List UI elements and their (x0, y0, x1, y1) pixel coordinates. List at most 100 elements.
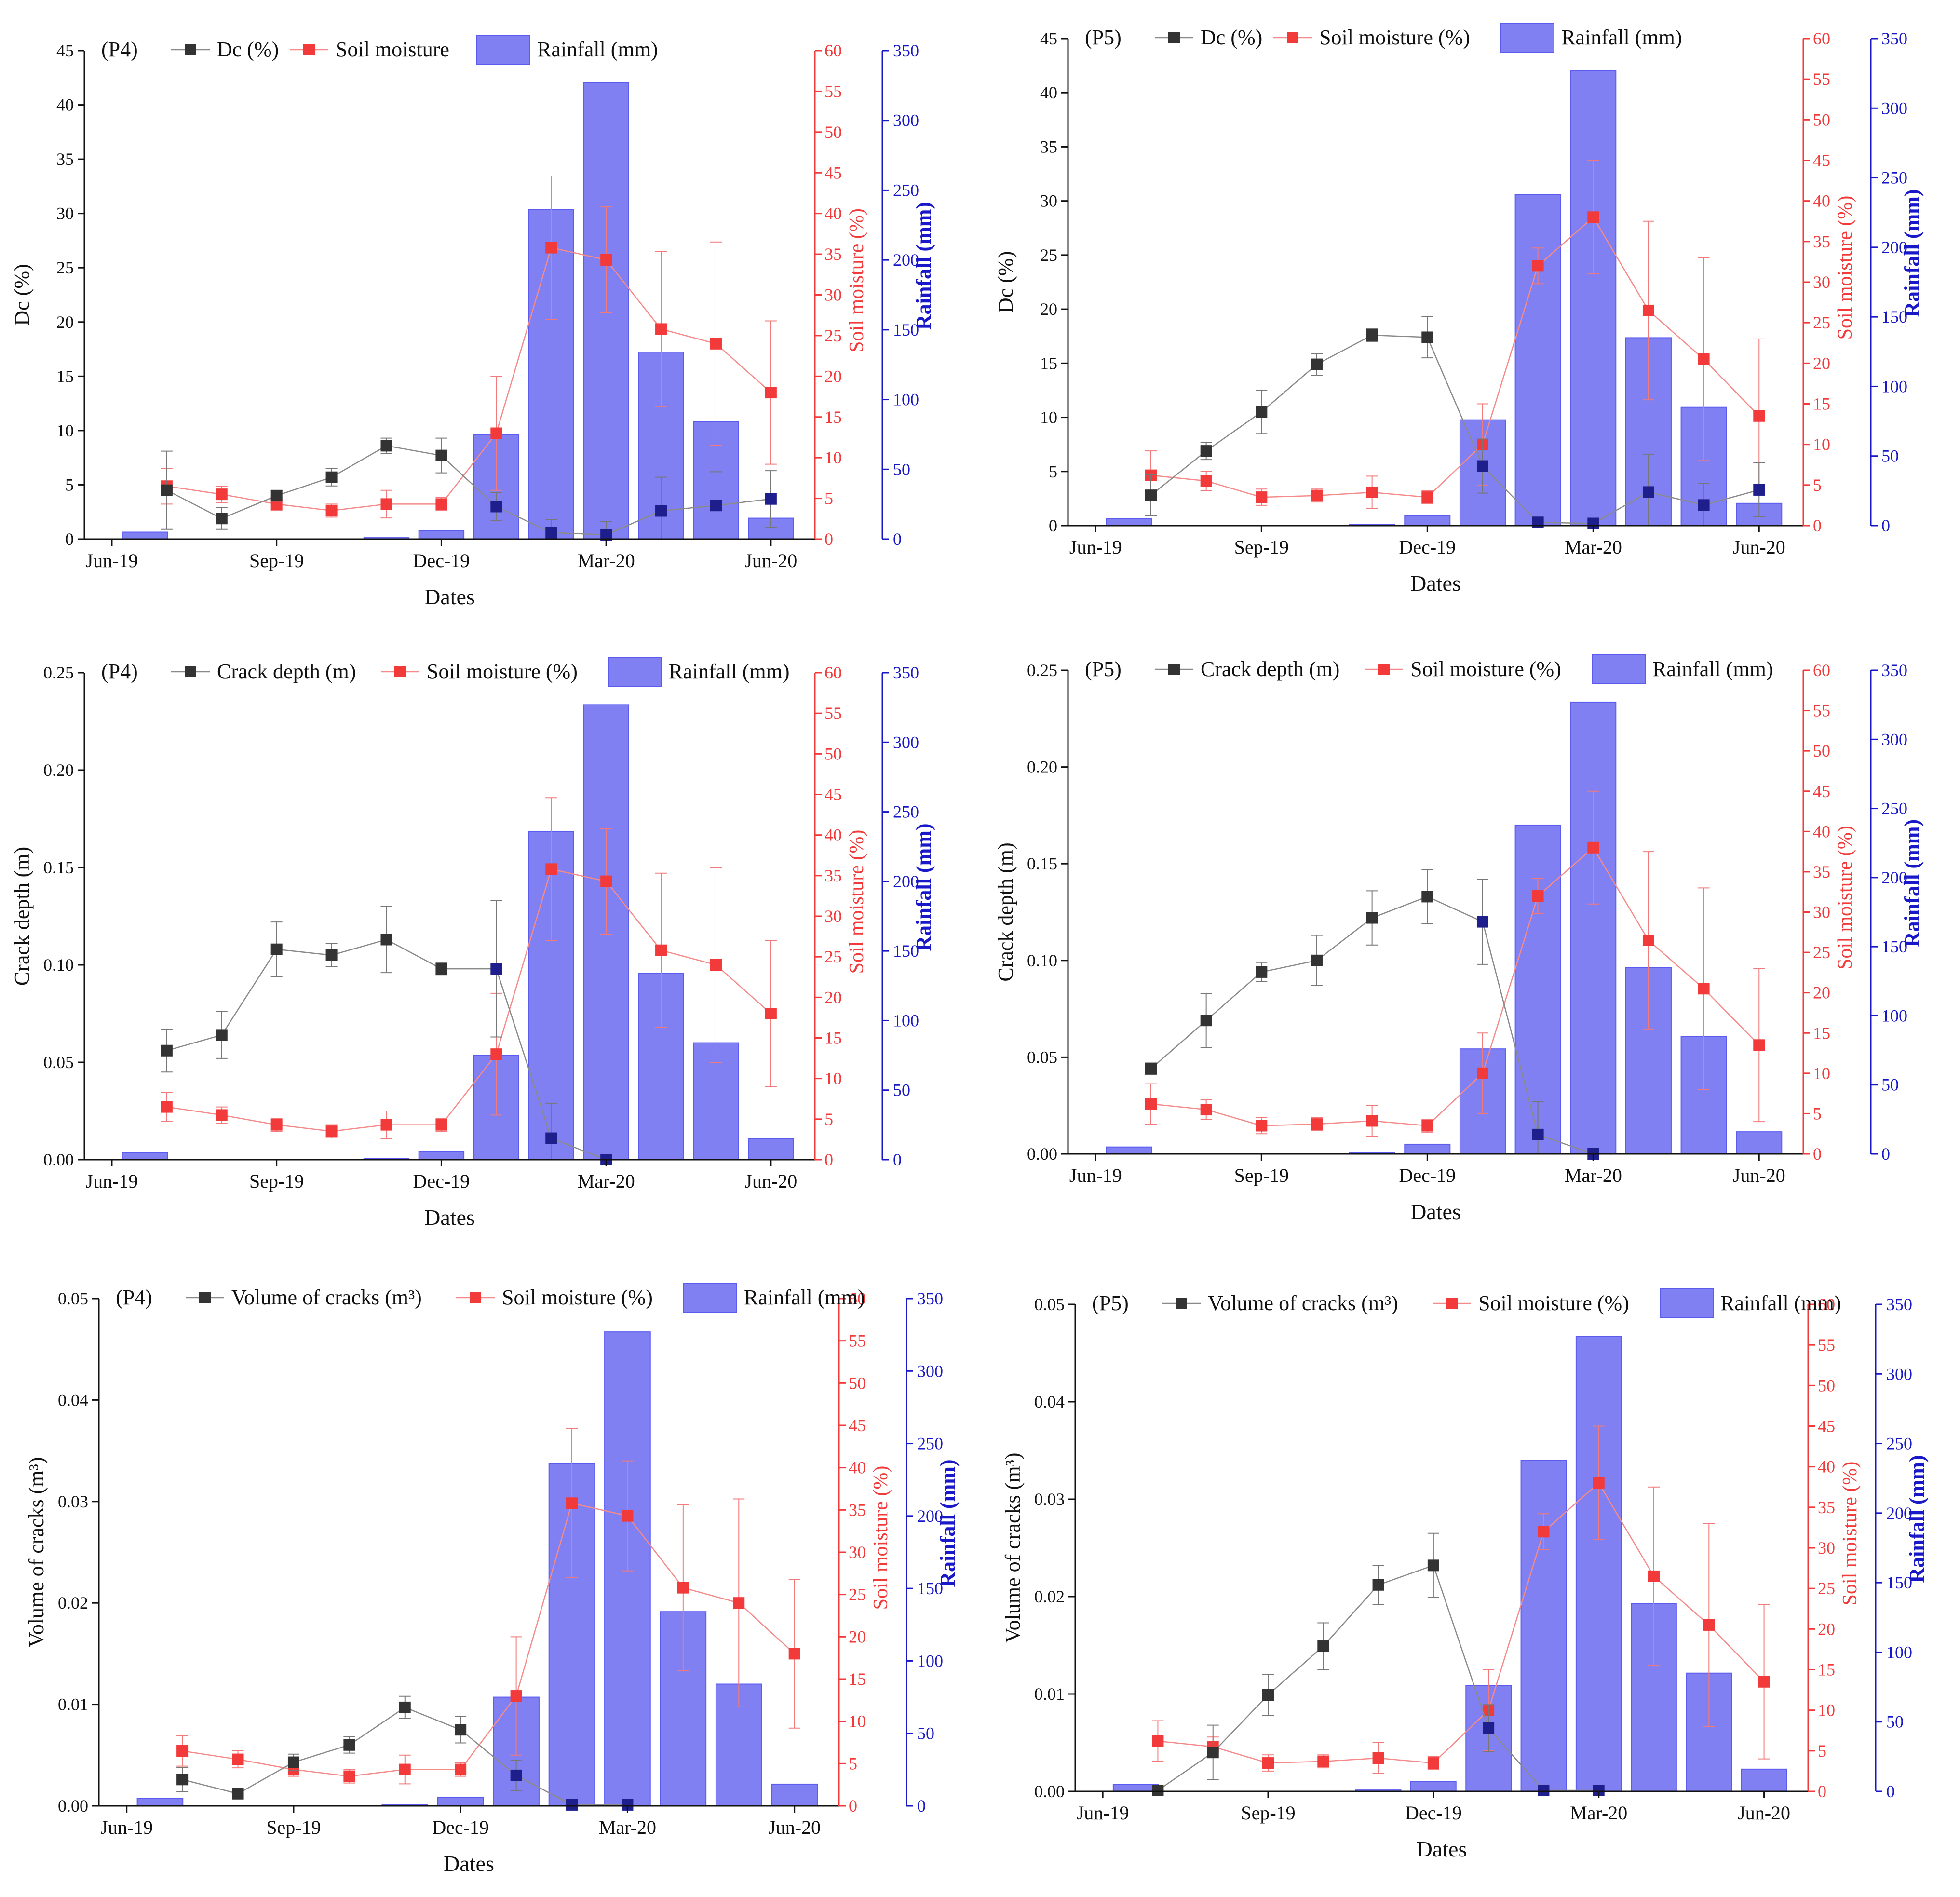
chart-panel-4: 0.00 0.05 0.10 0.15 0.20 0.25 0 5 10 15 20 25 30 35 40… (994, 654, 1924, 1224)
legend-moisture-marker (1446, 1298, 1458, 1309)
moisture-tick-label: 15 (825, 1029, 842, 1048)
x-tick-label: Jun-20 (1733, 536, 1785, 558)
soil-moisture-point (545, 242, 557, 254)
legend-primary-marker (185, 44, 196, 55)
left-tick-label: 0.20 (1027, 758, 1057, 777)
x-tick-label: Sep-19 (249, 550, 304, 571)
soil-moisture-point (1200, 475, 1212, 487)
moisture-tick-label: 30 (825, 907, 842, 926)
x-tick-label: Dec-19 (1399, 536, 1456, 558)
x-tick-label: Jun-20 (744, 1170, 797, 1192)
soil-moisture-point (399, 1763, 411, 1775)
primary-series-point (1311, 954, 1323, 966)
x-tick-label: Jun-19 (86, 550, 138, 571)
primary-series-point (1532, 516, 1544, 528)
rainfall-tick-label: 0 (1881, 1144, 1890, 1164)
soil-moisture-point (600, 254, 612, 266)
chart-panel-1: 0 5 10 15 20 25 30 35 40 45 0 5 10 15 20 25 30 35 40 45 50 55… (10, 35, 935, 609)
moisture-tick-label: 10 (1818, 1701, 1835, 1720)
legend-rainfall-label: Rainfall (mm) (669, 660, 790, 683)
x-tick-label: Jun-20 (744, 550, 797, 571)
legend-moisture-label: Soil moisture (%) (502, 1286, 653, 1309)
primary-series-point (435, 449, 447, 461)
soil-moisture-point (566, 1497, 578, 1509)
moisture-tick-label: 60 (1813, 29, 1830, 48)
soil-moisture-point (1758, 1676, 1770, 1688)
soil-moisture-point (343, 1770, 355, 1782)
legend-primary-label: Volume of cracks (m³) (231, 1286, 422, 1309)
soil-moisture-point (1587, 841, 1599, 854)
primary-series-point (1317, 1640, 1329, 1653)
rainfall-tick-label: 100 (1886, 1642, 1912, 1662)
x-tick-label: Sep-19 (1234, 536, 1289, 558)
rainfall-bar (1570, 70, 1617, 527)
legend: (P5) Volume of cracks (m³) Soil moisture (… (1092, 1288, 1841, 1318)
left-tick-label: 5 (65, 475, 74, 494)
x-axis-label: Dates (444, 1851, 494, 1876)
moisture-tick-label: 20 (1818, 1619, 1835, 1639)
x-tick-label: Dec-19 (1405, 1802, 1462, 1824)
left-tick-label: 0.15 (1027, 854, 1057, 873)
left-tick-label: 0.15 (43, 858, 74, 877)
rainfall-tick-label: 200 (1881, 868, 1907, 887)
soil-moisture-point (325, 1125, 338, 1138)
x-tick-label: Mar-20 (1570, 1802, 1627, 1824)
soil-moisture-point (1366, 486, 1378, 498)
legend-rainfall-swatch (1660, 1288, 1714, 1318)
rainfall-tick-label: 350 (893, 663, 919, 682)
moisture-tick-label: 50 (1818, 1376, 1835, 1395)
legend-rainfall-label: Rainfall (mm) (1720, 1291, 1841, 1315)
primary-series-point (287, 1756, 299, 1768)
rainfall-tick-label: 0 (1881, 516, 1890, 535)
left-tick-label: 0.04 (1034, 1392, 1065, 1411)
rainfall-bar (748, 1138, 794, 1161)
x-axis-label: Dates (1417, 1837, 1467, 1861)
legend: (P5) Crack depth (m) Soil moisture (%) Rain… (1085, 654, 1773, 684)
chart-panel-3: 0.00 0.05 0.10 0.15 0.20 0.25 0 5 10 15 20 25 30 35 40… (10, 657, 935, 1230)
primary-series-point (232, 1788, 244, 1800)
left-tick-label: 0.25 (43, 663, 74, 682)
left-tick-label: 35 (1040, 137, 1057, 156)
soil-moisture-point (1421, 491, 1433, 503)
rainfall-tick-label: 50 (893, 1081, 910, 1100)
primary-series-point (1532, 1128, 1544, 1140)
moisture-tick-label: 20 (825, 366, 842, 386)
rainfall-tick-label: 350 (1881, 29, 1907, 48)
primary-series-point (161, 1044, 173, 1057)
left-tick-label: 0.00 (43, 1150, 74, 1169)
moisture-tick-label: 0 (825, 1150, 833, 1169)
legend-primary-label: Crack depth (m) (1201, 657, 1339, 681)
primary-series-point (1538, 1784, 1550, 1796)
primary-series-point (1200, 1015, 1212, 1027)
rainfall-bar (418, 1151, 465, 1161)
x-tick-label: Jun-19 (1069, 1165, 1122, 1186)
moisture-tick-label: 0 (825, 529, 833, 549)
soil-moisture-point (1317, 1755, 1329, 1767)
primary-series-point (1421, 891, 1433, 903)
chart-panel-6: 0.00 0.01 0.02 0.03 0.04 0.05 0 5 10 15 20 25 30 35 40… (1001, 1288, 1929, 1861)
primary-series-point (1200, 445, 1212, 457)
primary-series-point (1372, 1579, 1384, 1591)
primary-series-point (765, 493, 777, 505)
primary-series-line (1150, 334, 1759, 524)
legend-rainfall-swatch (1592, 654, 1646, 684)
moisture-tick-label: 50 (1813, 741, 1830, 760)
rainfall-bar (1404, 515, 1451, 527)
left-tick-label: 45 (1040, 29, 1057, 48)
rainfall-tick-label: 300 (1881, 730, 1907, 749)
left-tick-label: 25 (56, 258, 74, 277)
moisture-tick-label: 25 (825, 326, 842, 345)
x-tick-label: Sep-19 (249, 1170, 304, 1192)
moisture-tick-label: 55 (849, 1331, 866, 1351)
x-tick-label: Mar-20 (1565, 1165, 1622, 1186)
legend-primary-marker (1168, 32, 1180, 43)
x-tick-label: Jun-19 (100, 1816, 153, 1838)
soil-moisture-point (655, 944, 667, 956)
moisture-tick-label: 40 (849, 1458, 866, 1477)
moisture-tick-label: 25 (1813, 943, 1830, 962)
rainfall-bar (418, 530, 465, 540)
rainfall-tick-label: 0 (893, 1150, 902, 1169)
soil-moisture-point (1753, 410, 1765, 422)
left-tick-label: 30 (1040, 191, 1057, 211)
moisture-axis-label: Soil moisture (%) (846, 208, 868, 352)
